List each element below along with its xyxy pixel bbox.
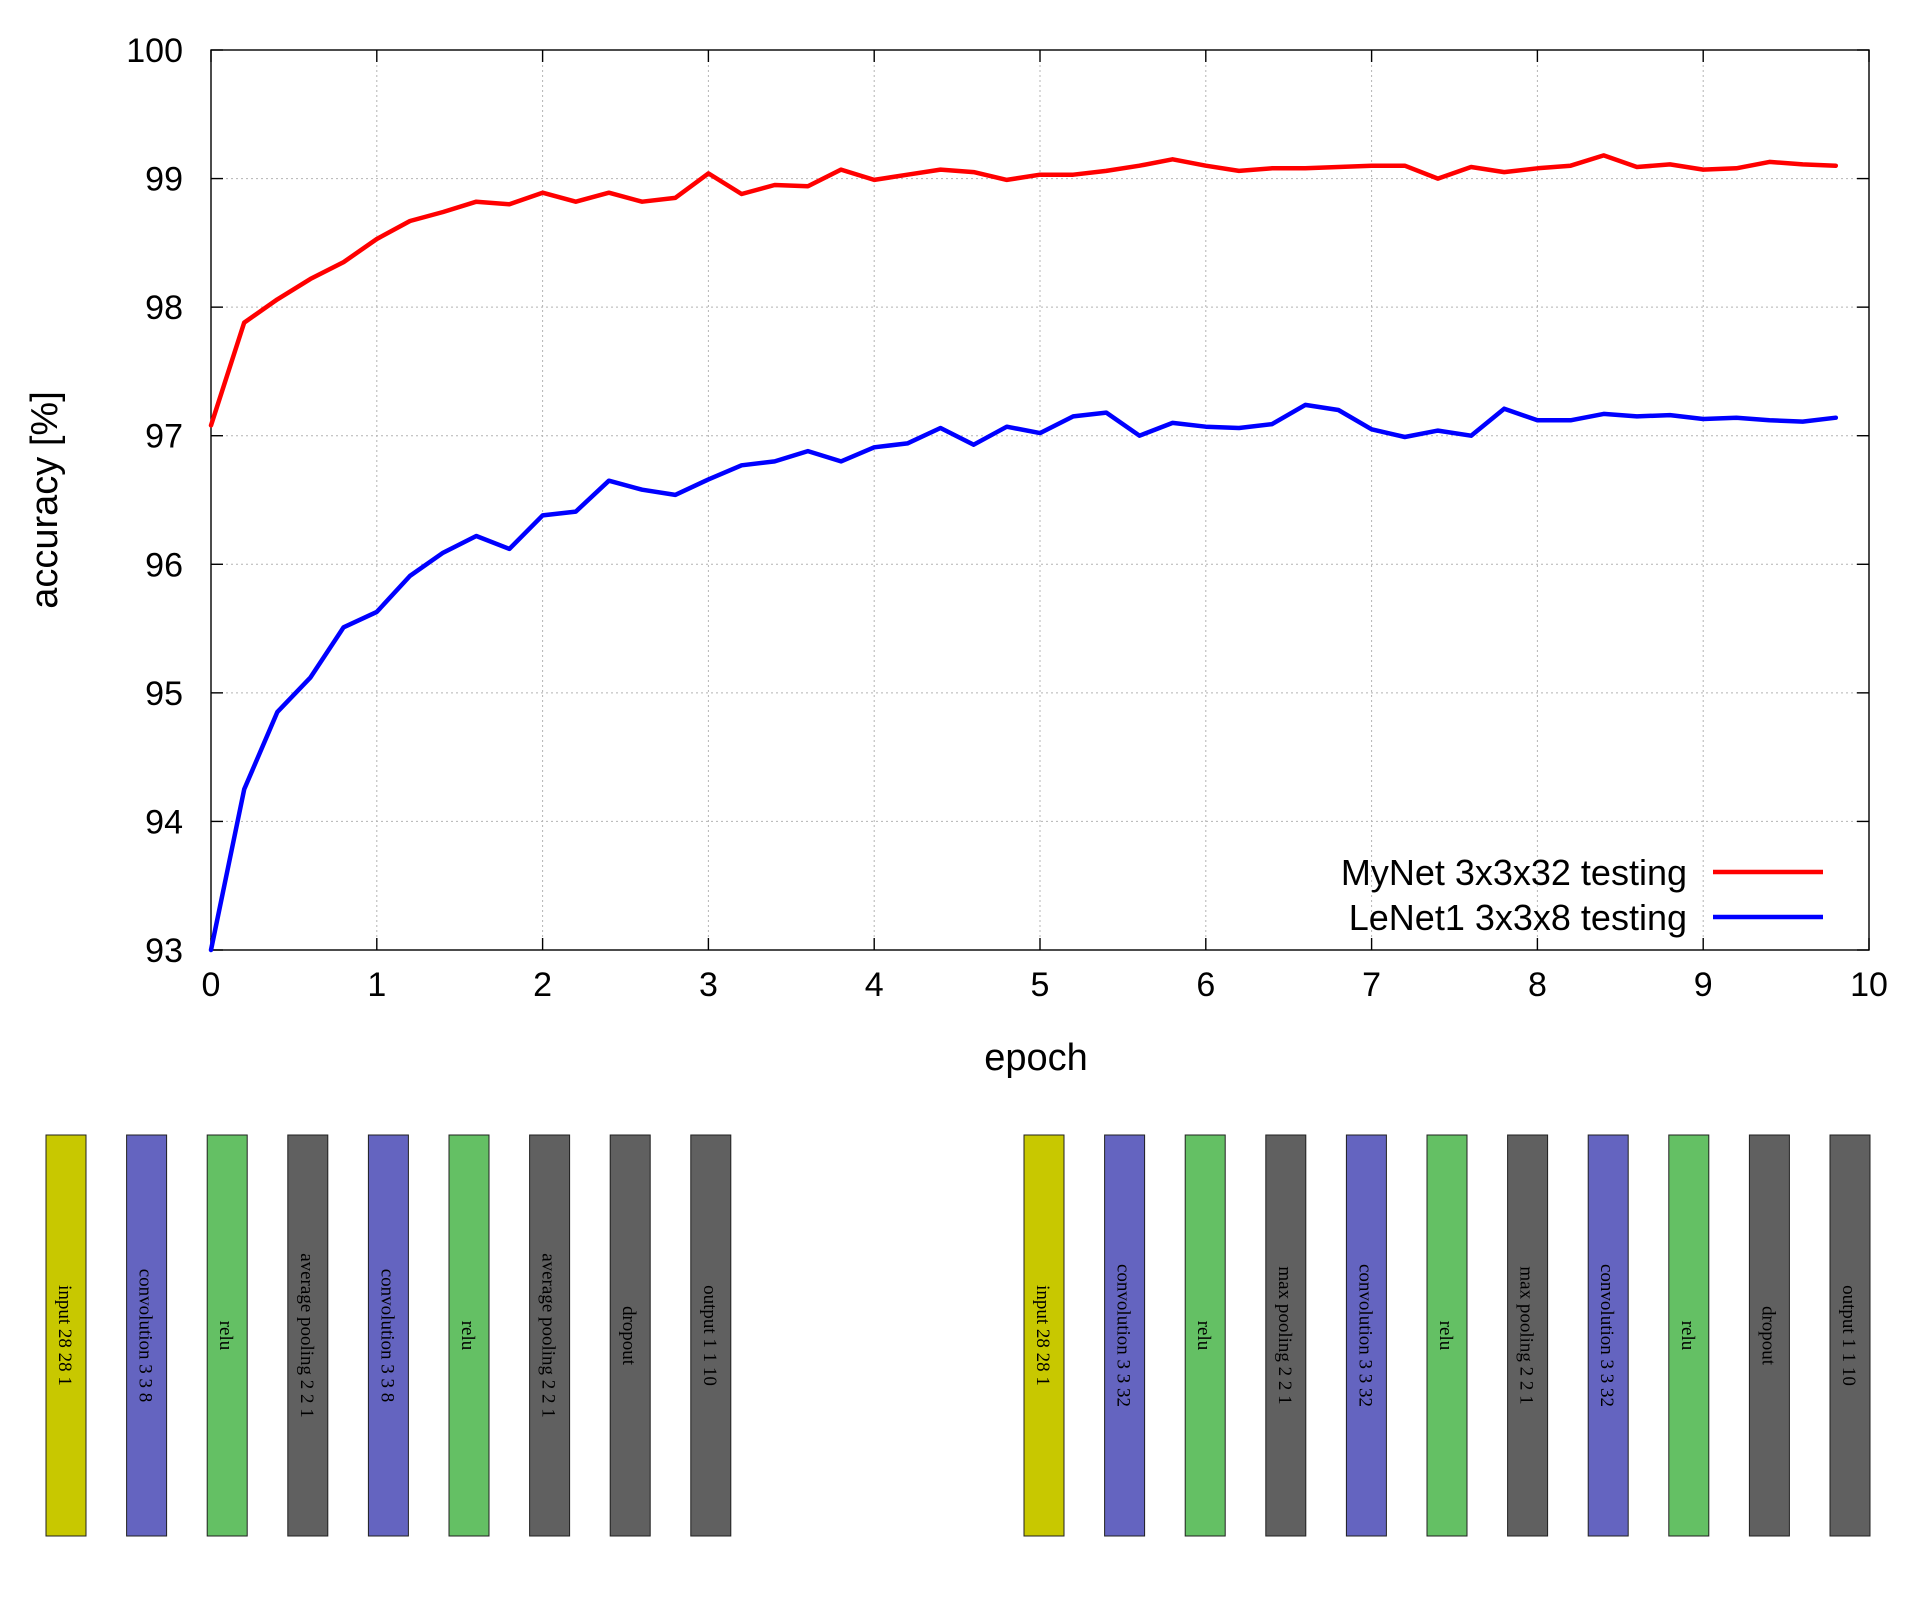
layer-label: output 1 1 10 [1838,1285,1859,1386]
architecture-2: input 28 28 1 convolution 3 3 32 relu max p… [1023,1134,1871,1537]
y-axis-title: accuracy [%] [24,391,66,609]
x-tick-label: 9 [1694,966,1713,1004]
x-tick-label: 1 [367,966,386,1004]
layer-box [1104,1134,1146,1537]
layer-label: output 1 1 10 [699,1285,720,1386]
x-tick-label: 8 [1528,966,1547,1004]
layer-box [1587,1134,1629,1537]
layer-label: dropout [1757,1306,1778,1366]
layer-label: relu [215,1321,236,1351]
architecture-diagrams: input 28 28 1 convolution 3 3 8 relu averag… [45,1134,1871,1537]
layer-box [1426,1134,1468,1537]
layer-box [1748,1134,1790,1537]
layer-box [1829,1134,1871,1537]
layer-label: relu [1435,1321,1456,1351]
legend-label: MyNet 3x3x32 testing [1341,852,1687,893]
architecture-1: input 28 28 1 convolution 3 3 8 relu averag… [45,1134,732,1537]
y-tick-label: 95 [145,675,183,713]
layer-box [1265,1134,1307,1537]
x-tick-label: 5 [1031,966,1050,1004]
layer-label: average pooling 2 2 1 [538,1253,559,1418]
layer-label: max pooling 2 2 1 [1274,1266,1295,1404]
layer-label: dropout [618,1306,639,1366]
x-tick-label: 10 [1850,966,1888,1004]
layer-label: convolution 3 3 32 [1113,1264,1134,1407]
layer-box [529,1134,571,1537]
layer-box [1345,1134,1387,1537]
layer-box [609,1134,651,1537]
layer-box [45,1134,87,1537]
layer-box [690,1134,732,1537]
layer-box [1023,1134,1065,1537]
layer-box [367,1134,409,1537]
y-tick-label: 100 [126,32,183,70]
layer-label: relu [1677,1321,1698,1351]
y-tick-label: 99 [145,161,183,199]
y-tick-label: 96 [145,546,183,584]
x-tick-label: 3 [699,966,718,1004]
legend-label: LeNet1 3x3x8 testing [1349,897,1687,938]
layer-box [206,1134,248,1537]
layer-box [1507,1134,1549,1537]
x-tick-label: 7 [1362,966,1381,1004]
layer-label: input 28 28 1 [54,1285,75,1386]
layer-label: average pooling 2 2 1 [296,1253,317,1418]
x-tick-label: 6 [1196,966,1215,1004]
x-tick-label: 4 [865,966,884,1004]
x-tick-label: 2 [533,966,552,1004]
layer-box [287,1134,329,1537]
layer-label: convolution 3 3 8 [376,1269,397,1403]
y-tick-label: 98 [145,289,183,327]
series [208,153,1839,953]
y-tick-label: 94 [145,803,183,841]
y-tick-label: 93 [145,932,183,970]
layer-box [1184,1134,1226,1537]
axis-ticks: 0 1 2 3 4 5 6 7 8 9 10 93 94 95 96 97 98 99 100 [126,32,1888,1004]
x-tick-label: 0 [202,966,221,1004]
layer-label: relu [1193,1321,1214,1351]
layer-box [448,1134,490,1537]
layer-label: convolution 3 3 32 [1354,1264,1375,1407]
layer-label: convolution 3 3 32 [1596,1264,1617,1407]
layer-box [1668,1134,1710,1537]
layer-label: input 28 28 1 [1032,1285,1053,1386]
layer-label: max pooling 2 2 1 [1516,1266,1537,1404]
series-line-mynet [208,153,1839,428]
layer-label: convolution 3 3 8 [135,1269,156,1403]
layer-label: relu [457,1321,478,1351]
grid [211,50,1869,950]
series-line-lenet1 [208,402,1839,953]
layer-box [126,1134,168,1537]
y-tick-label: 97 [145,418,183,456]
x-axis-title: epoch [984,1037,1088,1079]
